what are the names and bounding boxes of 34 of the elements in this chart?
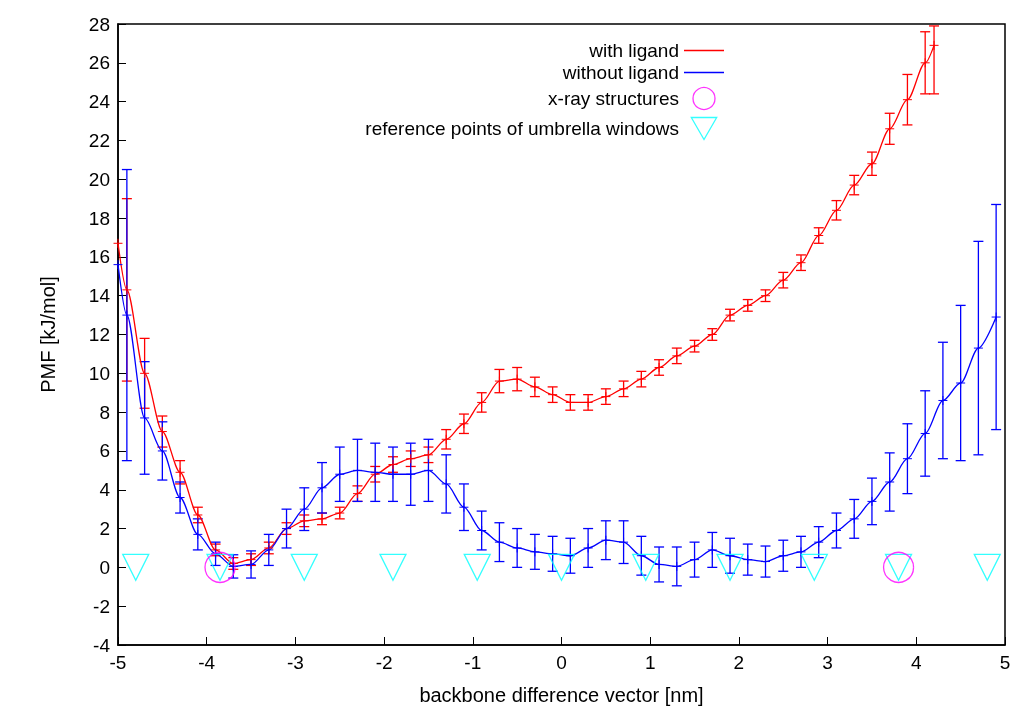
legend-label: without ligand <box>561 62 679 83</box>
legend-label: x-ray structures <box>548 88 679 109</box>
x-tick-label: -1 <box>464 652 482 673</box>
y-tick-label: 18 <box>88 207 110 229</box>
y-axis-title: PMF [kJ/mol] <box>37 276 59 393</box>
y-tick-label: 4 <box>99 479 111 501</box>
y-tick-label: -4 <box>93 634 111 656</box>
y-tick-label: 20 <box>88 168 110 190</box>
y-tick-label: 22 <box>88 129 110 151</box>
x-tick-label: 3 <box>822 652 833 673</box>
y-tick-label: 0 <box>99 556 110 578</box>
y-tick-label: 12 <box>88 324 110 345</box>
y-tick-label: 2 <box>99 518 110 540</box>
x-tick-label: 2 <box>733 652 745 673</box>
x-tick-label: 4 <box>911 652 923 673</box>
y-tick-label: 28 <box>88 13 110 35</box>
y-tick-label: -2 <box>93 595 110 617</box>
x-tick-label: 1 <box>644 652 656 673</box>
x-tick-label: -4 <box>198 652 216 673</box>
y-tick-label: 10 <box>88 362 110 384</box>
y-tick-label: 24 <box>88 91 111 113</box>
y-tick-label: 6 <box>99 440 110 462</box>
legend-label: with ligand <box>588 40 679 61</box>
x-tick-label: -5 <box>109 652 127 673</box>
x-axis-title: backbone difference vector [nm] <box>419 684 704 706</box>
x-tick-label: 5 <box>999 652 1011 673</box>
y-tick-label: 26 <box>88 52 110 74</box>
x-tick-label: 0 <box>556 652 567 673</box>
y-tick-label: 14 <box>88 285 111 307</box>
y-tick-label: 8 <box>99 401 110 423</box>
y-tick-label: 16 <box>88 246 110 268</box>
x-tick-label: -2 <box>375 652 393 673</box>
x-tick-label: -3 <box>286 652 304 673</box>
legend-label: reference points of umbrella windows <box>365 118 679 139</box>
